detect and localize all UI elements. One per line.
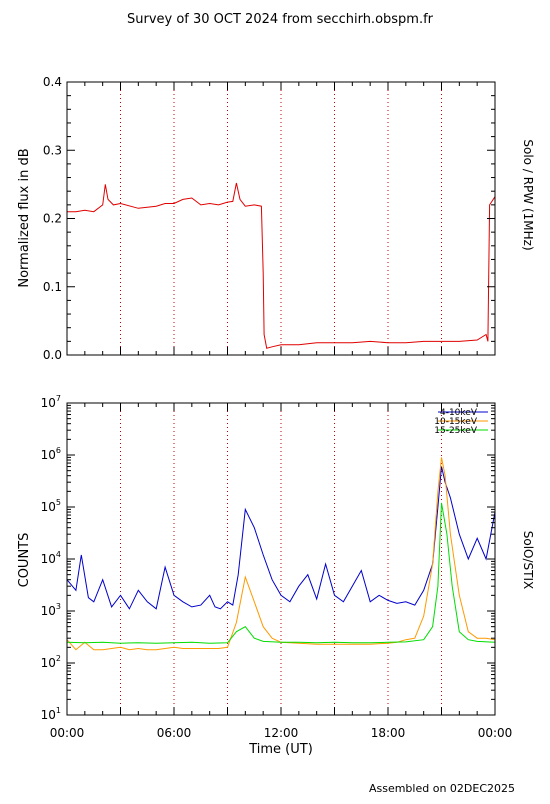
stix-tick-marks	[66, 402, 496, 716]
stix-y-tick-label: 103	[41, 602, 61, 618]
rpw-y-tick-label: 0.3	[43, 143, 62, 157]
stix-y-tick-label: 101	[41, 706, 61, 722]
x-tick-label: 06:00	[157, 726, 192, 740]
rpw-instrument-label: Solo / RPW (1MHz)	[521, 139, 535, 250]
stix-y-tick-label: 102	[41, 654, 61, 670]
legend-label: 15-25keV	[434, 426, 478, 436]
stix-panel: 101 102 103 104 105 106 107 4-10keV10-15keV15-…	[17, 394, 535, 722]
rpw-y-tick-label: 0.0	[43, 348, 62, 362]
x-tick-label: 18:00	[371, 726, 406, 740]
rpw-flux-line	[67, 182, 496, 349]
x-tick-label: 12:00	[264, 726, 299, 740]
legend-label: 4-10keV	[440, 408, 478, 418]
stix-series-15-25kev-line	[66, 502, 496, 644]
stix-y-axis-label: COUNTS	[17, 533, 32, 588]
stix-count-lines	[66, 457, 496, 651]
stix-y-tick-labels: 101 102 103 104 105 106 107	[41, 394, 61, 722]
stix-y-tick-label: 104	[41, 550, 61, 566]
rpw-y-tick-label: 0.2	[43, 212, 62, 226]
stix-y-tick-label: 107	[41, 394, 61, 410]
x-tick-label: 00:00	[50, 726, 85, 740]
stix-time-markers	[120, 403, 442, 715]
x-tick-labels: 00:00 06:00 12:00 18:00 00:00	[50, 726, 513, 740]
x-axis-label: Time (UT)	[248, 742, 313, 757]
rpw-y-tick-labels: 0.0 0.1 0.2 0.3 0.4	[43, 75, 62, 362]
assembled-footer: Assembled on 02DEC2025	[369, 782, 515, 795]
figure-title: Survey of 30 OCT 2024 from secchirh.obsp…	[127, 12, 434, 27]
rpw-tick-marks	[66, 81, 496, 356]
stix-instrument-label: SolO/STIX	[521, 531, 535, 590]
rpw-y-tick-label: 0.1	[43, 280, 62, 294]
legend-label: 10-15keV	[434, 417, 478, 427]
rpw-panel: 0.0 0.1 0.2 0.3 0.4 Normalized flux in dB So…	[17, 75, 535, 362]
stix-y-tick-label: 105	[41, 498, 61, 514]
rpw-y-tick-label: 0.4	[43, 75, 62, 89]
stix-series-10-15kev-line	[66, 457, 496, 651]
x-tick-label: 00:00	[478, 726, 513, 740]
rpw-time-markers	[120, 82, 442, 355]
stix-y-tick-label: 106	[41, 446, 61, 462]
rpw-y-axis-label: Normalized flux in dB	[17, 148, 32, 287]
